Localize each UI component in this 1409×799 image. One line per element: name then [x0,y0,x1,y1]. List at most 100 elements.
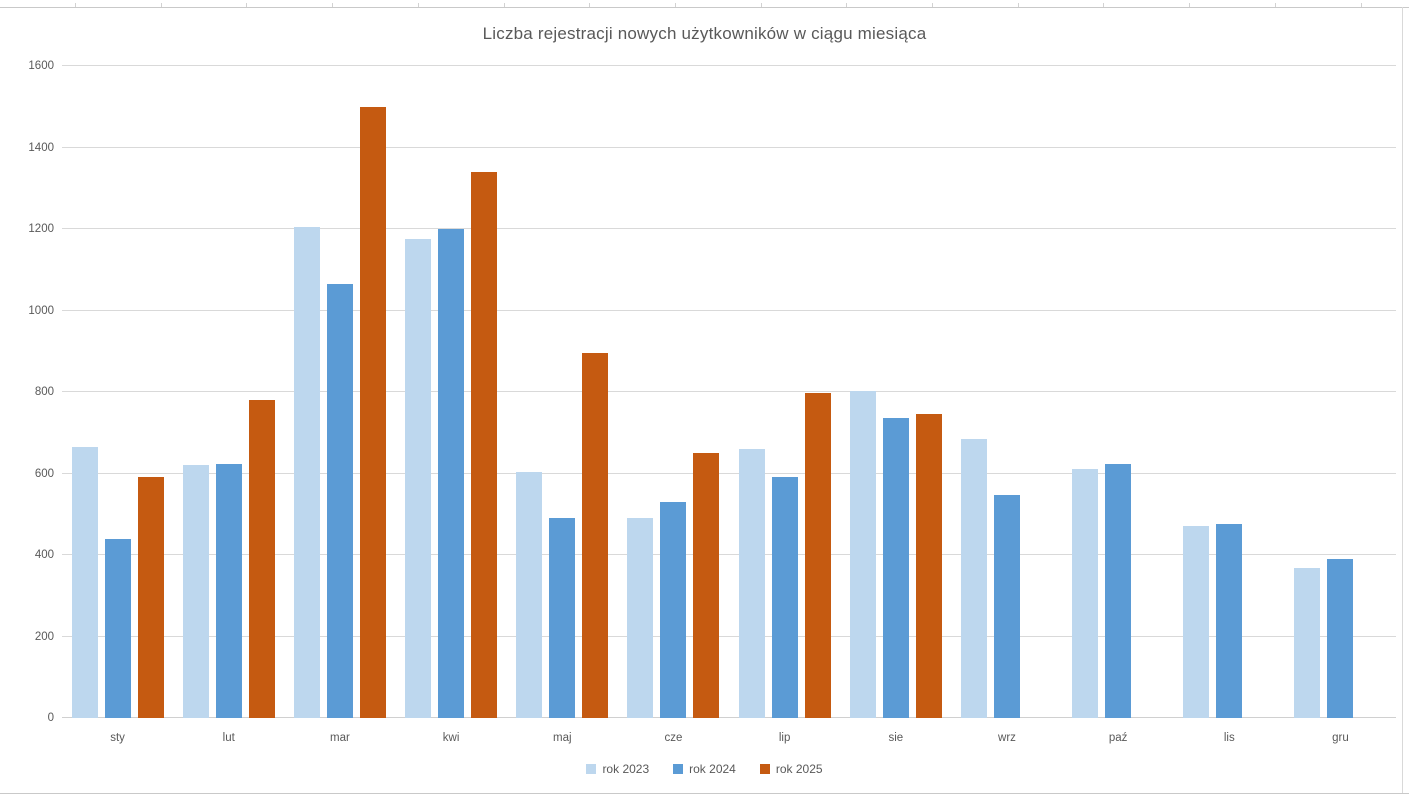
legend-label: rok 2025 [775,762,823,776]
bar-rok-2024-kwi[interactable] [438,229,465,718]
bar-rok-2023-maj[interactable] [516,472,543,718]
bar-slot [993,66,1020,718]
bar-rok-2023-lis[interactable] [1183,526,1210,718]
x-tick-label-gru: gru [1332,732,1349,744]
bar-rok-2023-kwi[interactable] [405,239,432,718]
bar-group-lis [1174,66,1285,718]
bar-rok-2023-lip[interactable] [738,449,765,718]
gridline [62,391,1396,392]
worksheet-column-tick [1103,3,1105,7]
worksheet-column-tick [503,3,505,7]
bar-rok-2023-wrz[interactable] [960,438,987,718]
bar-rok-2025-kwi[interactable] [471,171,498,718]
bar-slot [660,66,687,718]
bar-group-sty [62,66,173,718]
x-axis-labels: sty lut mar kwi maj cze lip sie wrz paź lis gru [62,726,1396,744]
bar-slot [471,66,498,718]
bar-rok-2023-sie[interactable] [849,390,876,718]
y-tick-label: 0 [47,712,54,724]
bar-slot [182,66,209,718]
bar-slot [1183,66,1210,718]
legend-swatch [673,764,684,774]
bar-rok-2025-lip[interactable] [804,392,831,718]
bar-slot [1027,66,1053,718]
bar-rok-2023-gru[interactable] [1294,568,1321,718]
worksheet-column-tick [932,3,933,7]
bar-slot [1138,66,1164,718]
bar-rok-2024-maj[interactable] [549,518,576,718]
legend-item-rok-2024[interactable]: rok 2024 [673,762,736,776]
chart-title: Liczba rejestracji nowych użytkowników w… [482,24,927,43]
legend-item-rok-2025[interactable]: rok 2025 [759,762,823,776]
bar-rok-2024-sty[interactable] [104,538,131,718]
bar-rok-2023-cze[interactable] [627,518,654,718]
bar-slot [215,66,242,718]
bar-rok-2023-sty[interactable] [71,447,98,718]
worksheet-column-tick [417,3,419,7]
legend-swatch [586,764,597,774]
gridline [62,65,1396,66]
bar-rok-2024-lis[interactable] [1216,524,1243,718]
bar-slot [359,66,386,718]
bar-rok-2024-mar[interactable] [326,284,353,718]
worksheet-column-tick [760,3,762,7]
worksheet-column-tick [332,3,334,7]
bar-rok-2023-mar[interactable] [293,226,320,718]
worksheet-column-tick [1189,3,1191,7]
y-tick-label: 800 [34,386,54,398]
x-tick-label-mar: mar [330,732,350,744]
bar-rok-2024-wrz[interactable] [993,494,1020,718]
worksheet-column-tick [1017,3,1019,7]
legend-item-rok-2023[interactable]: rok 2023 [586,762,649,776]
bar-rok-2024-gru[interactable] [1327,559,1354,718]
bar-group-cze [618,66,729,718]
bar-slot [915,66,942,718]
x-tick-label-sie: sie [888,732,904,744]
worksheet-column-tick [589,3,591,7]
bar-slot [1327,66,1354,718]
bar-rok-2024-cze[interactable] [660,502,687,718]
legend: rok 2023 rok 2024 rok 2025 [0,762,1409,776]
gridline [62,309,1396,311]
bar-slot [1294,66,1321,718]
x-tick-label-lis: lis [1223,732,1235,744]
worksheet-column-tick [674,3,676,7]
bar-slot [438,66,465,718]
bar-slot [516,66,543,718]
bar-slot [1249,66,1275,718]
x-tick-label-wrz: wrz [998,732,1016,744]
chart-right-border [1402,7,1403,793]
gridline [62,146,1396,148]
bar-rok-2025-sie[interactable] [915,413,942,718]
bar-group-maj [507,66,618,718]
bar-slot [326,66,353,718]
bar-rok-2023-paź[interactable] [1072,468,1099,718]
bar-group-sie [840,66,951,718]
bar-rok-2025-cze[interactable] [693,453,720,718]
bar-rok-2024-lip[interactable] [771,476,798,718]
bar-group-lip [729,66,840,718]
bar-group-paź [1063,66,1174,718]
gridline [62,635,1396,637]
bar-slot [71,66,98,718]
worksheet-column-tick [246,3,248,7]
plot-area[interactable]: 0 200 400 600 800 1000 1200 1400 1600 [28,60,1396,724]
worksheet-column-tick [160,3,162,7]
bar-rok-2024-lut[interactable] [215,464,242,718]
bar-slot [1216,66,1243,718]
bar-slot [627,66,654,718]
worksheet-column-tick [75,3,76,7]
bar-rok-2025-lut[interactable] [248,400,275,718]
bar-slot [771,66,798,718]
worksheet-top-gridline [0,7,1409,8]
bar-rok-2024-paź[interactable] [1105,464,1132,718]
bar-rok-2023-lut[interactable] [182,465,209,718]
bar-slot [1072,66,1099,718]
bar-rok-2025-mar[interactable] [359,106,386,718]
bar-slot [960,66,987,718]
bar-rok-2025-sty[interactable] [137,476,164,718]
bar-rok-2024-sie[interactable] [882,417,909,718]
bar-rok-2025-maj[interactable] [582,353,609,718]
bar-slot [1105,66,1132,718]
x-tick-label-maj: maj [553,732,572,744]
